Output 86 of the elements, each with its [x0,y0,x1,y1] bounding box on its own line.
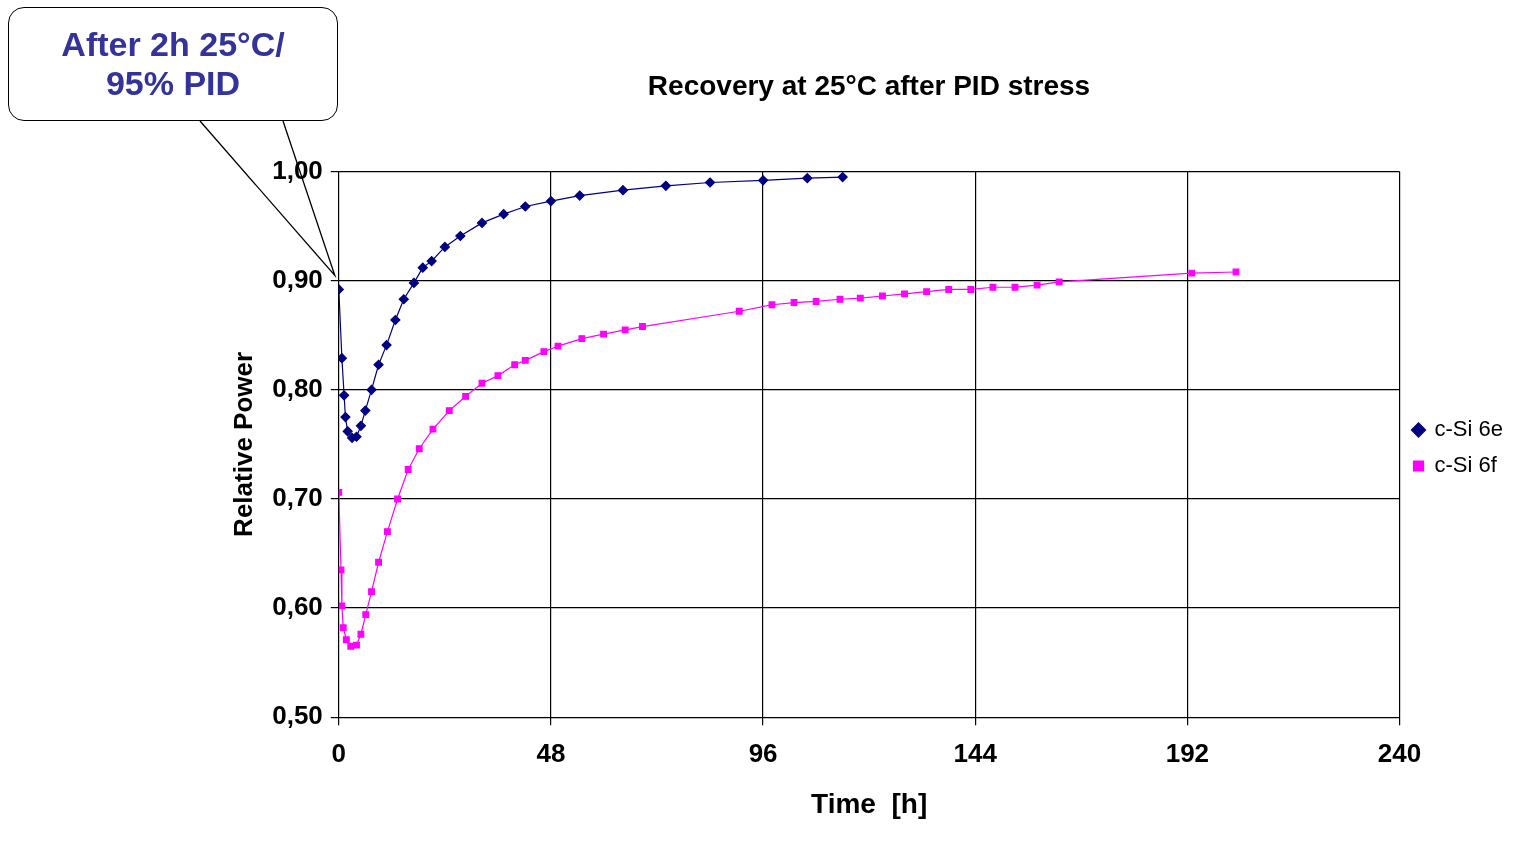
point [967,286,975,293]
y-tick-label: 0,70 [272,482,323,513]
point [357,630,365,638]
y-tick-label: 0,60 [272,591,323,622]
x-tick-label: 0 [331,737,347,768]
point [366,384,377,395]
point [879,292,886,300]
point [373,359,384,370]
point [360,405,371,416]
legend-label: c-Si 6f [1434,452,1498,478]
point [837,171,848,183]
point [1055,278,1063,286]
point [355,420,366,431]
point [521,356,529,364]
point [426,255,437,267]
point [339,624,347,632]
y-tick-label: 0,80 [272,373,323,404]
point [429,425,437,433]
point [511,361,519,369]
point [342,426,353,437]
chart-title: Recovery at 25°C after PID stress [647,69,1091,101]
point [398,294,409,305]
point [945,286,953,293]
point [415,445,423,453]
x-axis-title: Time [h] [811,787,928,819]
point [836,295,844,303]
point [375,558,383,566]
point [362,611,370,619]
point [540,348,548,356]
point [621,326,629,334]
point [404,466,412,473]
point [417,262,428,273]
point [368,588,375,596]
point [339,390,350,401]
point [347,642,355,650]
point [338,602,346,610]
point [1033,281,1041,289]
point [1011,283,1019,291]
x-tick-label: 48 [536,737,566,768]
y-tick-label: 0,90 [272,263,323,294]
point [390,314,401,326]
x-tick-label: 144 [953,737,998,768]
point [439,241,450,252]
point [757,175,769,186]
point [338,353,347,364]
point [381,340,392,351]
x-tick-label: 240 [1377,737,1422,768]
point [445,407,453,414]
point [520,201,531,212]
point [600,330,607,338]
x-tick-label: 192 [1165,737,1210,768]
point [408,277,420,288]
legend-label: c-Si 6e [1434,416,1504,442]
y-tick-label: 0,50 [272,700,323,731]
point [735,307,743,315]
point [340,412,351,423]
point [856,294,864,302]
x-tick-label: 96 [748,737,778,768]
point [660,180,671,191]
point [1188,269,1196,277]
point [574,190,585,201]
point [901,290,908,298]
point [923,288,931,296]
point [494,372,502,380]
point [455,230,466,242]
point [545,195,557,207]
point [338,566,345,574]
point [478,379,486,387]
point [578,335,586,342]
point [498,209,509,220]
point [617,185,629,196]
point [342,636,350,644]
point [383,528,391,536]
point [476,217,488,228]
point [768,301,776,309]
point [554,342,562,350]
point [802,173,813,184]
point [462,392,470,400]
text: After 2h 25°C/ 95% PID [8,7,338,121]
point [353,641,360,649]
point [639,323,646,330]
point [989,283,997,291]
point [812,298,820,305]
y-axis-title: Relative Power [227,351,258,537]
point [790,299,798,306]
point [394,495,402,503]
